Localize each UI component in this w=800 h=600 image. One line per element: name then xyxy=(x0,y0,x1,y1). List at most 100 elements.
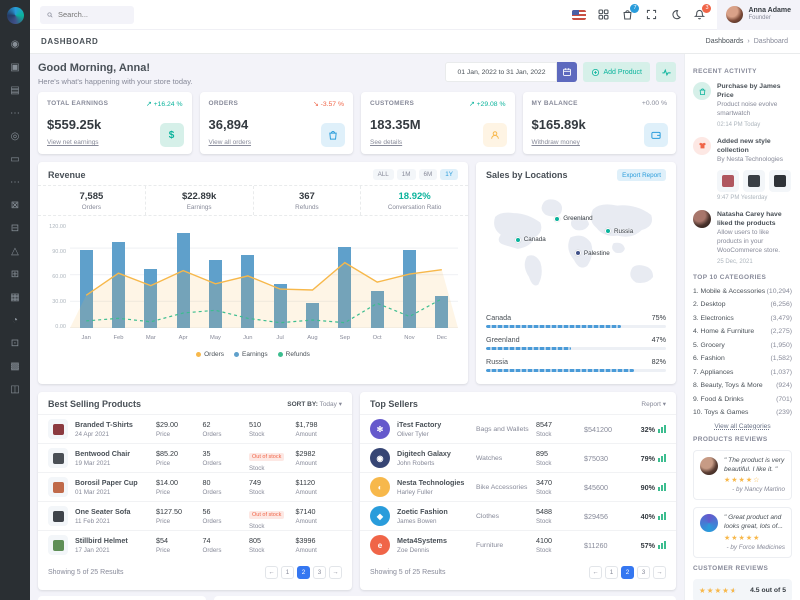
revenue-tab-1m[interactable]: 1M xyxy=(396,169,416,180)
cell-label: Amount xyxy=(295,460,317,467)
activity-desc: Product noise evolve smartwatch xyxy=(717,101,778,118)
notifications-bell-icon[interactable]: 3 xyxy=(693,4,712,21)
sidebar-nav-icon[interactable]: ⊟ xyxy=(10,223,20,234)
sidebar-nav-icon[interactable]: ▣ xyxy=(10,62,20,73)
cell-label: Stock xyxy=(536,547,552,554)
cell-price: $14.00 Price xyxy=(156,478,203,496)
category-count: (701) xyxy=(776,395,792,403)
pulse-icon xyxy=(661,68,671,76)
table-row[interactable]: ◆ Zoetic Fashion James Bowen Clothes 5488 Sto… xyxy=(360,501,676,530)
category-row[interactable]: 1. Mobile & Accessories (10,294) xyxy=(693,288,792,295)
tables-row: Best Selling Products SORT BY: Today ▾ B… xyxy=(38,392,676,590)
cell-price: $85.20 Price xyxy=(156,449,203,467)
category-row[interactable]: 2. Desktop (6,256) xyxy=(693,301,792,308)
sidebar-nav-icon[interactable]: ⊡ xyxy=(10,338,20,349)
pagination-page-1[interactable]: 1 xyxy=(605,566,618,579)
cell-stock: 3470 Stock xyxy=(536,478,584,496)
search-input[interactable] xyxy=(58,10,128,19)
dark-mode-moon-icon[interactable] xyxy=(669,8,682,21)
table-row[interactable]: Bentwood Chair 19 Mar 2021 $85.20 Price 35 Or… xyxy=(38,443,352,472)
category-row[interactable]: 3. Electronics (3,479) xyxy=(693,315,792,322)
sidebar-nav-icon[interactable]: ⋯ xyxy=(10,108,20,119)
pagination-page-2[interactable]: 2 xyxy=(297,566,310,579)
table-row[interactable]: One Seater Sofa 11 Feb 2021 $127.50 Price 56… xyxy=(38,501,352,530)
category-row[interactable]: 7. Appliances (1,037) xyxy=(693,369,792,376)
app-logo-icon[interactable] xyxy=(6,7,24,24)
activity-time: 25 Dec, 2021 xyxy=(717,258,753,265)
stat-link[interactable]: View all orders xyxy=(208,139,252,146)
category-row[interactable]: 10. Toys & Games (239) xyxy=(693,409,792,416)
sidebar-nav-icon[interactable]: ▩ xyxy=(10,361,20,372)
category-row[interactable]: 4. Home & Furniture (2,275) xyxy=(693,328,792,335)
sidebar-nav-icon[interactable]: ▦ xyxy=(10,292,20,303)
legend-dot xyxy=(196,352,202,357)
seller-company: Digitech Galaxy xyxy=(397,449,451,458)
search-box[interactable] xyxy=(40,5,134,24)
legend-label: Orders xyxy=(204,351,224,358)
stat-link[interactable]: Withdraw money xyxy=(531,139,580,146)
sidebar-nav-icon[interactable]: ◫ xyxy=(10,384,20,395)
category-row[interactable]: 5. Grocery (1,950) xyxy=(693,342,792,349)
fullscreen-icon[interactable] xyxy=(645,8,658,21)
apps-grid-icon[interactable] xyxy=(597,8,610,21)
user-menu[interactable]: Anna Adame Founder xyxy=(717,0,800,30)
date-range-value[interactable]: 01 Jan, 2022 to 31 Jan, 2022 xyxy=(445,62,558,82)
stat-link[interactable]: See details xyxy=(370,139,403,146)
revenue-tab-all[interactable]: ALL xyxy=(372,169,394,180)
activity-thumb[interactable] xyxy=(769,169,791,192)
sidebar-nav-icon[interactable]: ▭ xyxy=(10,154,20,165)
revenue-summary-value: 367 xyxy=(298,191,315,202)
export-report-button[interactable]: Export Report xyxy=(617,169,666,181)
sidebar-nav-icon[interactable]: ◉ xyxy=(10,39,20,50)
pagination-page-3[interactable]: 3 xyxy=(313,566,326,579)
table-row[interactable]: Borosil Paper Cup 01 Mar 2021 $14.00 Price 8… xyxy=(38,472,352,501)
activity-thumb[interactable] xyxy=(743,169,765,192)
sidebar-nav-icon[interactable]: ◔ xyxy=(11,315,19,326)
language-flag-icon[interactable] xyxy=(572,9,587,20)
map-marker-dot xyxy=(604,228,611,235)
sidebar-nav-icon[interactable]: ▤ xyxy=(10,85,20,96)
view-all-categories-link[interactable]: View all Categories xyxy=(714,422,771,430)
sort-by-dropdown[interactable]: SORT BY: Today ▾ xyxy=(287,400,342,408)
category-row[interactable]: 8. Beauty, Toys & More (924) xyxy=(693,382,792,389)
calendar-button[interactable] xyxy=(557,62,578,82)
category-row[interactable]: 6. Fashion (1,582) xyxy=(693,355,792,362)
category-row[interactable]: 9. Food & Drinks (701) xyxy=(693,396,792,403)
sidebar-nav-icon[interactable]: ◎ xyxy=(10,131,20,142)
pagination-next[interactable]: → xyxy=(329,566,342,579)
report-label: Report xyxy=(641,401,661,408)
cart-icon[interactable]: 7 xyxy=(621,4,640,21)
stat-label: ORDERS xyxy=(208,100,239,107)
report-dropdown[interactable]: Report ▾ xyxy=(641,400,666,408)
table-row[interactable]: Stillbird Helmet 17 Jan 2021 $54 Price 74 Ord… xyxy=(38,530,352,559)
pagination-prev[interactable]: ← xyxy=(589,566,602,579)
pagination-next[interactable]: → xyxy=(653,566,666,579)
breadcrumb-section[interactable]: Dashboards xyxy=(705,38,744,45)
pagination-page-1[interactable]: 1 xyxy=(281,566,294,579)
pagination-page-3[interactable]: 3 xyxy=(637,566,650,579)
stat-link[interactable]: View net earnings xyxy=(47,139,99,146)
chart-y-axis: 120.00 90.00 60.00 30.00 0.00 xyxy=(44,222,66,330)
sidebar-nav-icon[interactable]: ⊞ xyxy=(10,269,20,280)
search-icon xyxy=(47,11,53,18)
sidebar-nav-icon[interactable]: ⊠ xyxy=(10,200,20,211)
pagination-prev[interactable]: ← xyxy=(265,566,278,579)
revenue-tab-6m[interactable]: 6M xyxy=(418,169,438,180)
sidebar-nav-icon[interactable]: ⋯ xyxy=(10,177,20,188)
activity-shortcut-button[interactable] xyxy=(656,62,676,82)
legend-label: Earnings xyxy=(242,351,268,358)
table-row[interactable]: ✻ iTest Factory Oliver Tyler Bags and Walle… xyxy=(360,414,676,443)
stat-label: CUSTOMERS xyxy=(370,100,415,107)
table-row[interactable]: ◉ Digitech Galaxy John Roberts Watches 895 St… xyxy=(360,443,676,472)
location-row: Russia 82% xyxy=(486,357,666,372)
sidebar-nav-icon[interactable]: △ xyxy=(11,246,19,257)
cell-value: 56 xyxy=(202,507,211,516)
revenue-tab-1y[interactable]: 1Y xyxy=(440,169,458,180)
table-row[interactable]: ◐ Nesta Technologies Harley Fuller Bike Acc… xyxy=(360,472,676,501)
cell-label: Orders xyxy=(202,489,222,496)
table-row[interactable]: e Meta4Systems Zoe Dennis Furniture 4100 Stoc… xyxy=(360,530,676,559)
table-row[interactable]: Branded T-Shirts 24 Apr 2021 $29.00 Price 62… xyxy=(38,414,352,443)
add-product-button[interactable]: Add Product xyxy=(583,62,650,82)
activity-thumb[interactable] xyxy=(717,169,739,192)
pagination-page-2[interactable]: 2 xyxy=(621,566,634,579)
